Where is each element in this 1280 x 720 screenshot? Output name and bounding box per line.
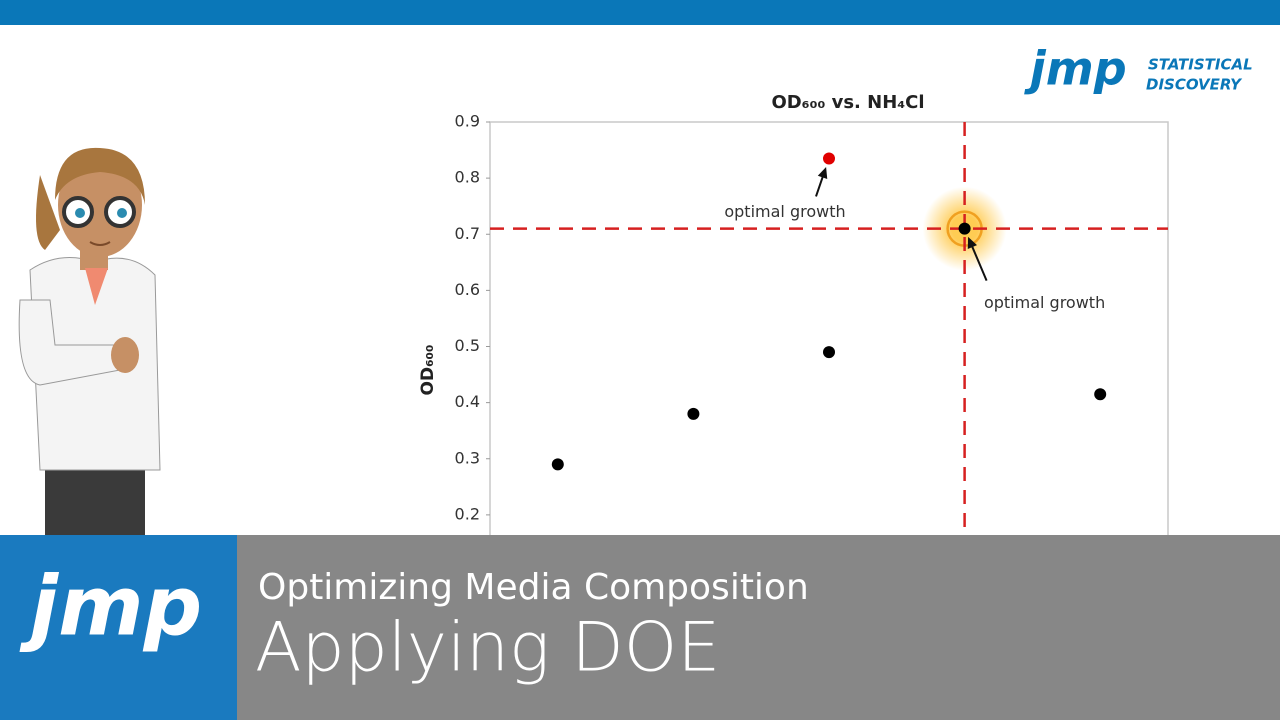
y-tick-label: 0.9 xyxy=(455,112,480,131)
banner-title: Applying DOE xyxy=(255,609,720,688)
header-tagline: DISCOVERY xyxy=(1146,76,1243,94)
banner-logo: jmp xyxy=(19,559,202,654)
annotation-arrowhead xyxy=(967,236,977,250)
y-tick-label: 0.5 xyxy=(455,336,480,355)
data-point xyxy=(687,407,700,420)
header-tagline: STATISTICAL xyxy=(1148,56,1253,74)
banner-logo-box xyxy=(0,535,237,720)
scientist-illustration xyxy=(18,147,161,540)
y-tick-label: 0.3 xyxy=(455,448,480,467)
y-tick-label: 0.6 xyxy=(455,280,480,299)
y-axis-label: OD₆₀₀ xyxy=(418,345,438,396)
data-point xyxy=(551,458,564,471)
header-logo: jmp xyxy=(1024,42,1127,96)
annotation-arrow xyxy=(969,242,988,282)
annotation-arrowhead xyxy=(817,166,828,180)
annotation: optimal growth xyxy=(724,202,845,221)
y-tick-label: 0.8 xyxy=(455,168,480,187)
banner-subtitle: Optimizing Media Composition xyxy=(258,567,809,608)
data-point xyxy=(823,346,835,359)
data-point xyxy=(1094,388,1107,401)
y-tick-label: 0.7 xyxy=(455,224,480,243)
annotation: optimal growth xyxy=(984,293,1105,312)
y-tick-label: 0.2 xyxy=(455,504,480,523)
y-tick-label: 0.4 xyxy=(455,392,480,411)
top-bar xyxy=(0,0,1280,25)
data-point xyxy=(823,152,835,165)
banner xyxy=(237,535,1280,720)
data-point xyxy=(958,222,971,235)
chart-title: OD₆₀₀ vs. NH₄Cl xyxy=(771,92,924,113)
